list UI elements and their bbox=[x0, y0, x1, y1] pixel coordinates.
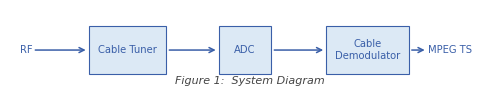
Text: Figure 1:  System Diagram: Figure 1: System Diagram bbox=[175, 76, 325, 86]
Bar bbox=[219, 26, 271, 74]
Text: MPEG TS: MPEG TS bbox=[428, 45, 472, 55]
Bar bbox=[89, 26, 166, 74]
Bar bbox=[326, 26, 409, 74]
Text: Cable
Demodulator: Cable Demodulator bbox=[335, 39, 400, 61]
Text: Cable Tuner: Cable Tuner bbox=[98, 45, 157, 55]
Text: RF: RF bbox=[20, 45, 32, 55]
Text: ADC: ADC bbox=[234, 45, 256, 55]
